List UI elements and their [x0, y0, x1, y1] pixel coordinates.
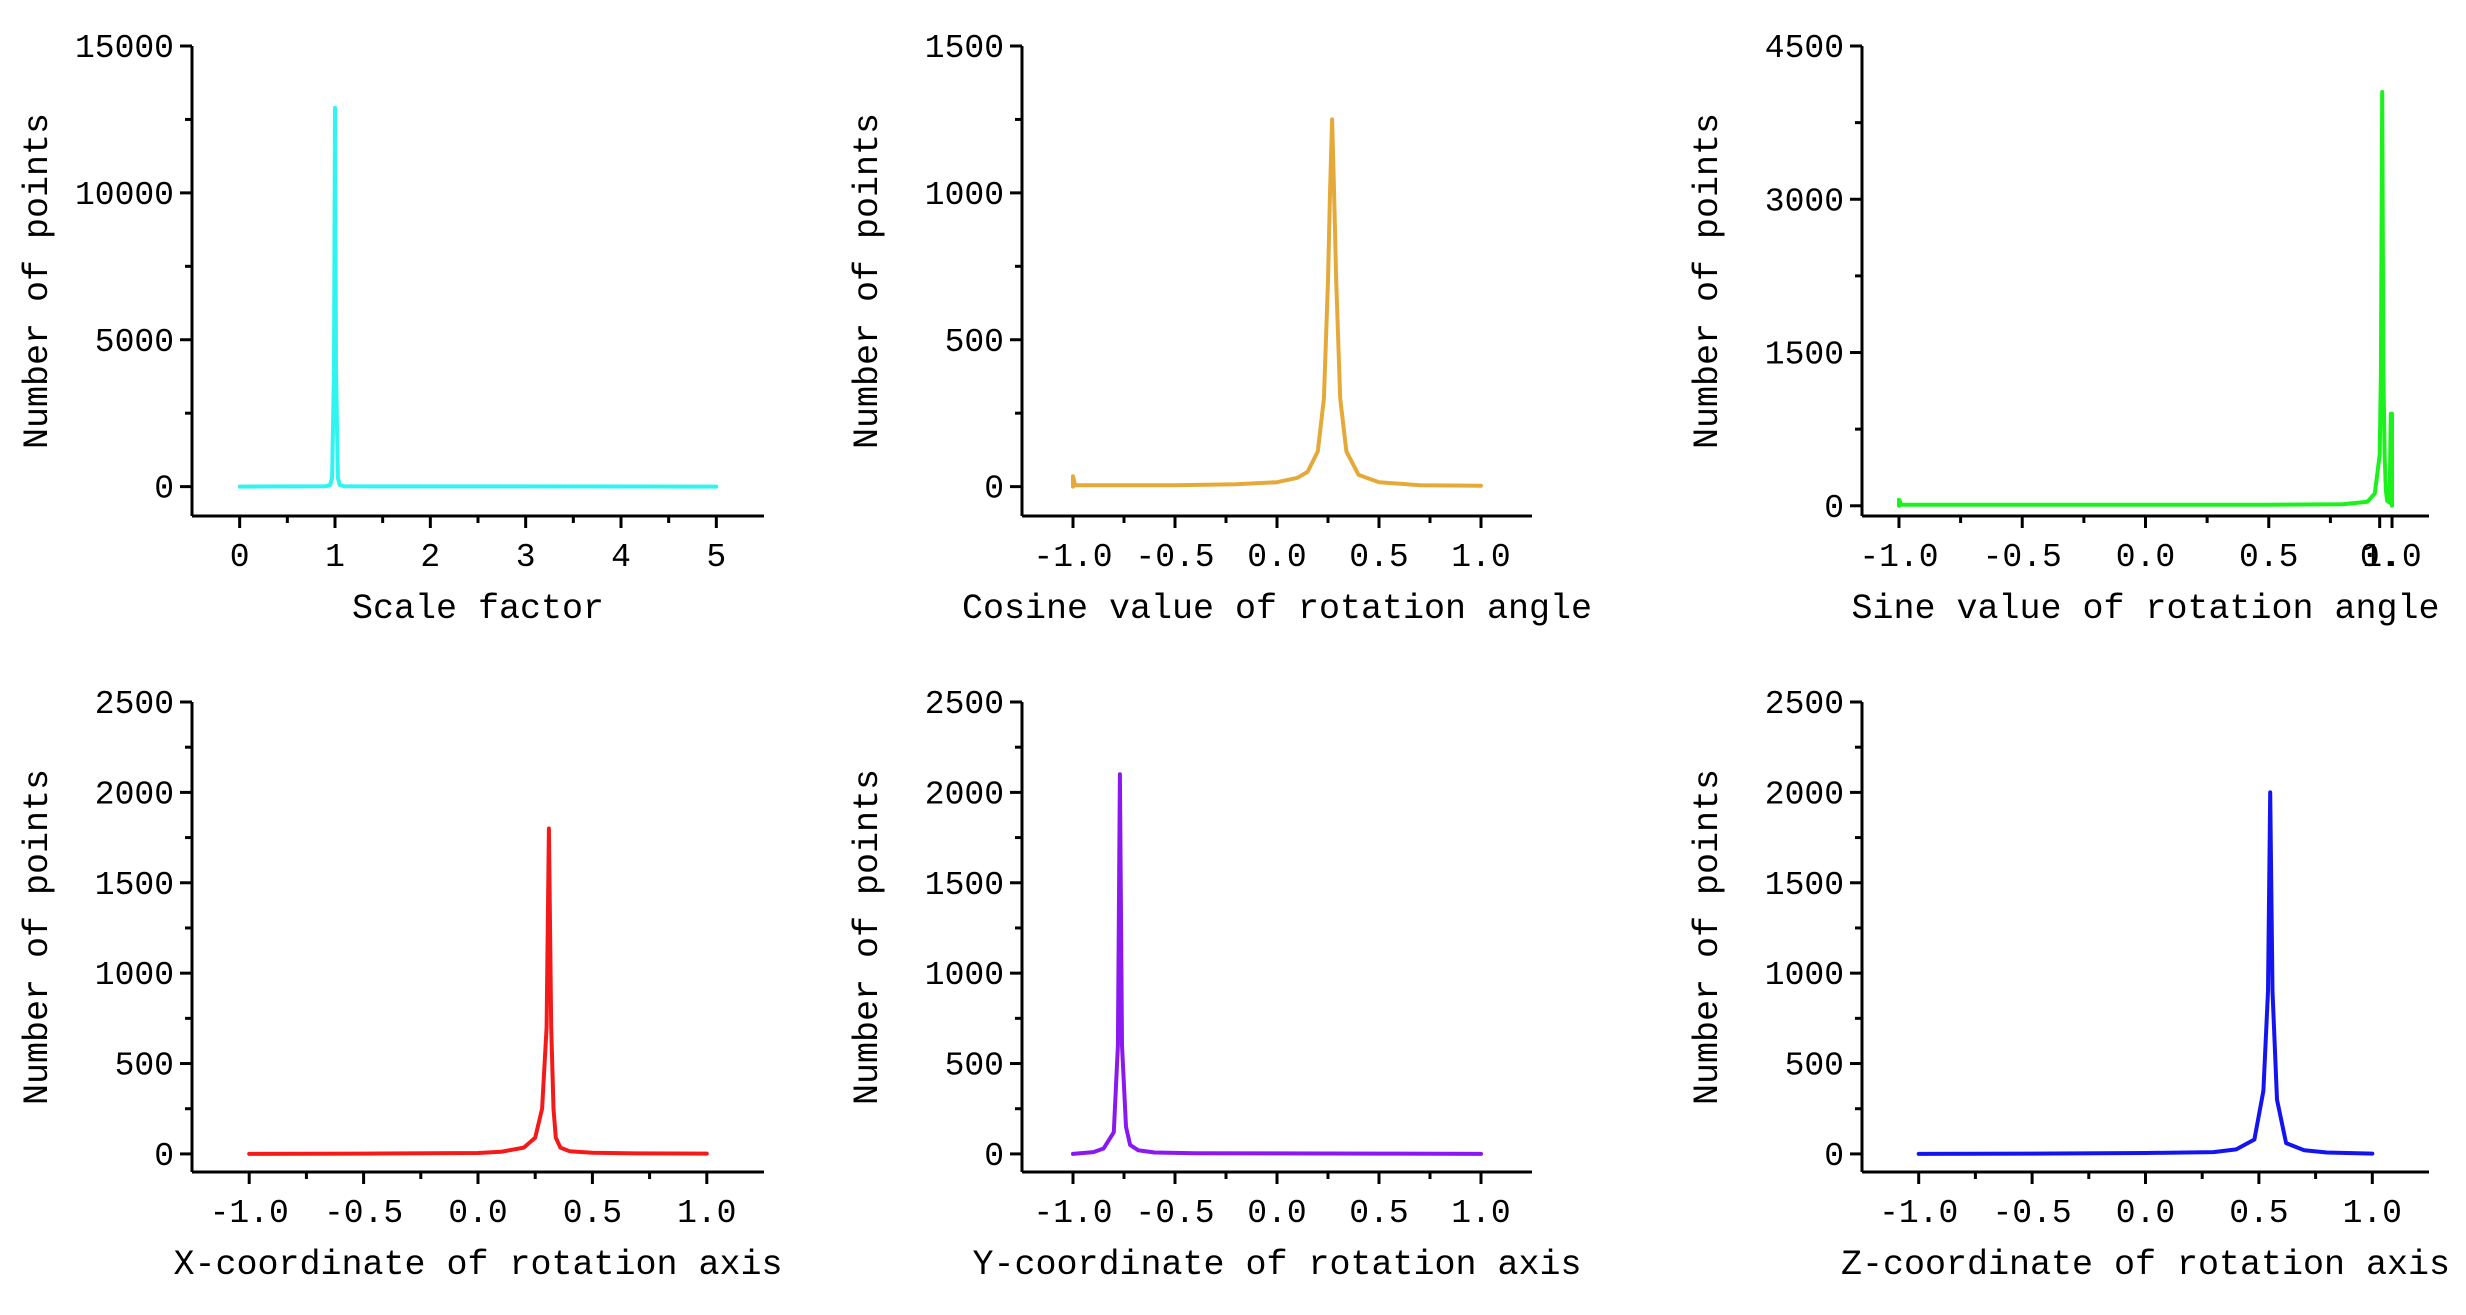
y-tick-label: 1000	[95, 957, 174, 994]
y-tick-label: 0	[1824, 490, 1844, 527]
chart-panel-1: 0 5000 10000 15000 0 1 2 3 4 5 Scale factor Number …	[18, 30, 764, 629]
y-tick-label: 500	[945, 324, 1004, 361]
series-line	[1916, 790, 2375, 1156]
y-tick-label: 0	[984, 1138, 1004, 1175]
x-tick-label: 0.0	[448, 1195, 507, 1232]
x-tick-label: 0.	[2360, 539, 2400, 576]
y-tick-label: 1000	[925, 177, 1004, 214]
x-axis-title: Z-coordinate of rotation axis	[1841, 1245, 2450, 1285]
x-tick-label: -1.0	[1033, 539, 1112, 576]
chart-panel-3: 0 1500 3000 4500 -1.0 -0.5 0.0 0.5 0.1.0 Sine val…	[1688, 30, 2440, 629]
y-tick-label: 2500	[95, 686, 174, 723]
y-tick-label: 0	[154, 471, 174, 508]
y-tick-label: 0	[984, 471, 1004, 508]
x-tick-label: 0	[230, 539, 250, 576]
x-tick-label: -0.5	[1135, 539, 1214, 576]
y-tick-label: 500	[1785, 1048, 1844, 1085]
y-tick-label: 1000	[925, 957, 1004, 994]
x-tick-label: 1.0	[2343, 1195, 2402, 1232]
x-tick-label: 0.0	[1247, 1195, 1306, 1232]
chart-panel-6: 0 500 1000 1500 2000 2500 -1.0 -0.5 0.0 0.5 1.0 Z-c…	[1688, 686, 2450, 1285]
y-tick-label: 1500	[925, 867, 1004, 904]
y-tick-label: 2000	[1765, 776, 1844, 813]
x-tick-label: 0.0	[1247, 539, 1306, 576]
x-tick-label: 0.0	[2116, 539, 2175, 576]
y-tick-label: 10000	[75, 177, 174, 214]
x-tick-label: -0.5	[1992, 1195, 2071, 1232]
y-tick-label: 1000	[1765, 957, 1844, 994]
series-line	[1071, 117, 1483, 489]
x-axis-title: Cosine value of rotation angle	[962, 589, 1592, 629]
y-axis-title: Number of points	[18, 769, 58, 1105]
chart-panel-4: 0 500 1000 1500 2000 2500 -1.0 -0.5 0.0 0.5 1.0 X-c…	[18, 686, 783, 1285]
y-tick-label: 2000	[95, 776, 174, 813]
y-tick-label: 1500	[925, 30, 1004, 67]
x-tick-label: 5	[706, 539, 726, 576]
x-tick-label: 0.5	[1349, 539, 1408, 576]
x-tick-label: -1.0	[1859, 539, 1938, 576]
x-tick-label: 0.5	[2229, 1195, 2288, 1232]
x-tick-label: 3	[516, 539, 536, 576]
x-tick-label: -1.0	[1033, 1195, 1112, 1232]
series-line	[1897, 90, 2394, 508]
y-tick-label: 4500	[1765, 30, 1844, 67]
y-tick-label: 1500	[95, 867, 174, 904]
x-tick-label: 0.5	[1349, 1195, 1408, 1232]
x-tick-label: 0.5	[2239, 539, 2298, 576]
x-tick-label: 4	[611, 539, 631, 576]
y-tick-label: 500	[115, 1048, 174, 1085]
y-axis-title: Number of points	[848, 769, 888, 1105]
y-tick-label: 2500	[1765, 686, 1844, 723]
x-tick-label: 1.0	[677, 1195, 736, 1232]
x-tick-label: 2	[420, 539, 440, 576]
series-line	[1071, 772, 1483, 1156]
x-tick-label: 1.0	[1451, 539, 1510, 576]
x-tick-label: -1.0	[1879, 1195, 1958, 1232]
y-tick-label: 2500	[925, 686, 1004, 723]
x-tick-label: 1	[325, 539, 345, 576]
y-tick-label: 5000	[95, 324, 174, 361]
x-tick-label: -1.0	[210, 1195, 289, 1232]
x-tick-label: -0.5	[1135, 1195, 1214, 1232]
chart-panel-2: 0 500 1000 1500 -1.0 -0.5 0.0 0.5 1.0 Cosine valu…	[848, 30, 1592, 629]
y-tick-label: 3000	[1765, 183, 1844, 220]
y-tick-label: 1500	[1765, 337, 1844, 374]
x-tick-label: 1.0	[2362, 539, 2421, 576]
x-tick-label: -0.5	[1983, 539, 2062, 576]
y-tick-label: 0	[154, 1138, 174, 1175]
y-axis-title: Number of points	[1688, 769, 1728, 1105]
x-axis-title: Scale factor	[352, 589, 604, 629]
y-tick-label: 1500	[1765, 867, 1844, 904]
y-tick-label: 0	[1824, 1138, 1844, 1175]
y-tick-label: 500	[945, 1048, 1004, 1085]
x-axis-title: Sine value of rotation angle	[1851, 589, 2439, 629]
series-line	[237, 105, 719, 489]
y-tick-label: 2000	[925, 776, 1004, 813]
y-axis-title: Number of points	[848, 113, 888, 449]
x-tick-label: 0.5	[563, 1195, 622, 1232]
y-axis-title: Number of points	[1688, 113, 1728, 449]
x-axis-title: Y-coordinate of rotation axis	[972, 1245, 1581, 1285]
x-tick-label: 0.0	[2116, 1195, 2175, 1232]
x-tick-label: 1.0	[1451, 1195, 1510, 1232]
y-tick-label: 15000	[75, 30, 174, 67]
x-tick-label: -0.5	[324, 1195, 403, 1232]
y-axis-title: Number of points	[18, 113, 58, 449]
chart-panel-5: 0 500 1000 1500 2000 2500 -1.0 -0.5 0.0 0.5 1.0 Y-c…	[848, 686, 1582, 1285]
series-line	[247, 826, 709, 1156]
x-axis-title: X-coordinate of rotation axis	[173, 1245, 782, 1285]
